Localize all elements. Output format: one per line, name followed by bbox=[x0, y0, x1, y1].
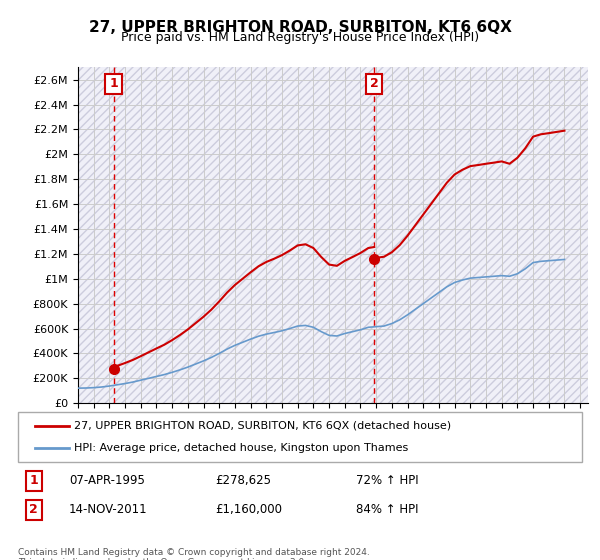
Text: £1,160,000: £1,160,000 bbox=[215, 503, 283, 516]
FancyBboxPatch shape bbox=[18, 412, 582, 462]
Text: 2: 2 bbox=[29, 503, 38, 516]
Text: Contains HM Land Registry data © Crown copyright and database right 2024.
This d: Contains HM Land Registry data © Crown c… bbox=[18, 548, 370, 560]
Text: £278,625: £278,625 bbox=[215, 474, 271, 487]
Text: 1: 1 bbox=[109, 77, 118, 90]
Text: 1: 1 bbox=[29, 474, 38, 487]
Text: 14-NOV-2011: 14-NOV-2011 bbox=[69, 503, 148, 516]
Text: 2: 2 bbox=[370, 77, 379, 90]
Text: 07-APR-1995: 07-APR-1995 bbox=[69, 474, 145, 487]
Text: HPI: Average price, detached house, Kingston upon Thames: HPI: Average price, detached house, King… bbox=[74, 443, 409, 453]
Text: 72% ↑ HPI: 72% ↑ HPI bbox=[356, 474, 419, 487]
Text: 27, UPPER BRIGHTON ROAD, SURBITON, KT6 6QX (detached house): 27, UPPER BRIGHTON ROAD, SURBITON, KT6 6… bbox=[74, 421, 452, 431]
Text: Price paid vs. HM Land Registry's House Price Index (HPI): Price paid vs. HM Land Registry's House … bbox=[121, 31, 479, 44]
Text: 84% ↑ HPI: 84% ↑ HPI bbox=[356, 503, 419, 516]
Text: 27, UPPER BRIGHTON ROAD, SURBITON, KT6 6QX: 27, UPPER BRIGHTON ROAD, SURBITON, KT6 6… bbox=[89, 20, 511, 35]
